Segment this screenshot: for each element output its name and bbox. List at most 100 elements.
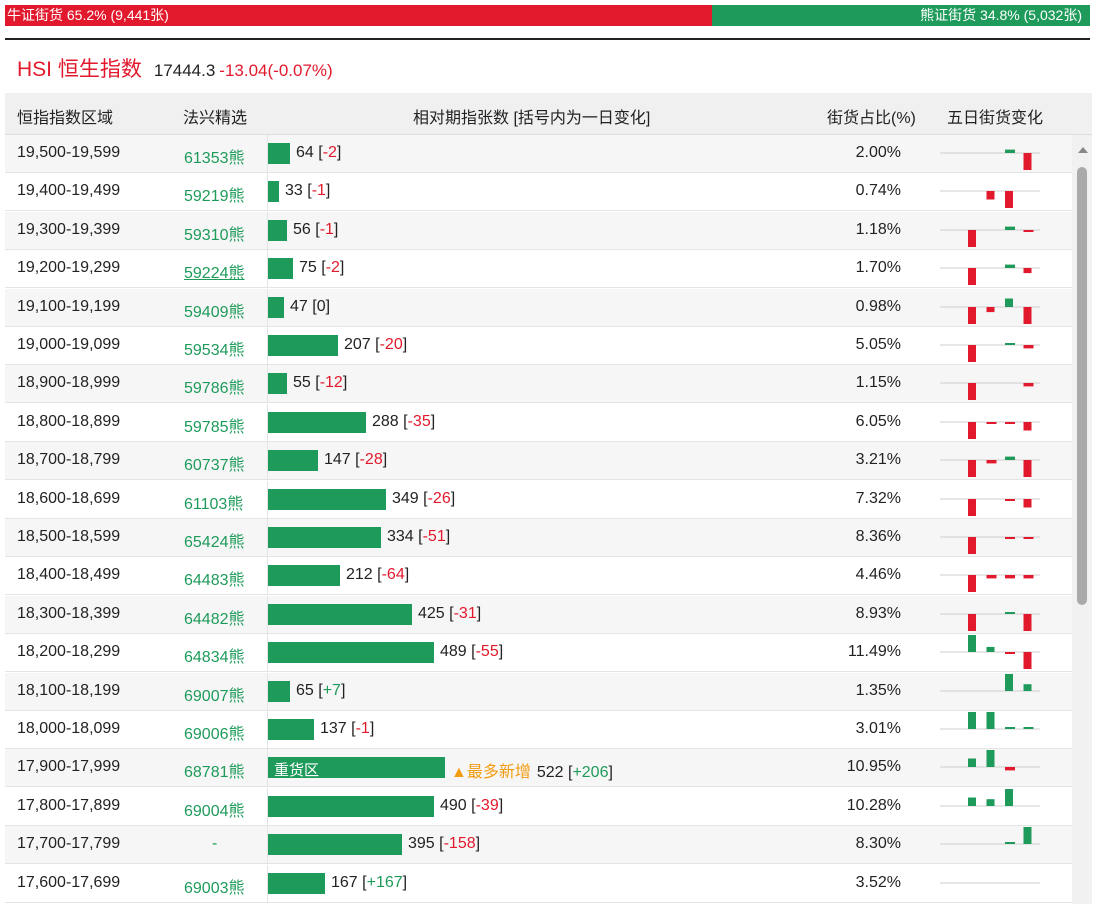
table-row: 19,300-19,399 59310熊 56 [-1] 1.18% [5,211,1072,250]
table-row: 18,400-18,499 64483熊 212 [-64] 4.46% [5,557,1072,596]
five-day-change-sparkline [940,298,1040,324]
five-day-change-sparkline [940,536,1040,554]
contract-count-bar: 重货区 [268,757,445,780]
sparkline-bar [1023,498,1032,508]
warrant-code-link[interactable]: 59786熊 [184,380,245,398]
contract-count-bar [268,373,287,395]
daily-change-value: -35 [407,412,431,430]
five-day-change-sparkline [940,882,1040,884]
bear-share-segment: 熊证街货 34.8% (5,032张) [712,5,1090,26]
sparkline-bar [1005,149,1015,153]
sparkline-bar [1023,306,1032,324]
five-day-change-sparkline [940,382,1040,401]
count-value: 47 [290,297,308,315]
count-text: 65 [+7] [296,681,346,699]
table-row: 17,600-17,699 69003熊 167 [+167] 3.52% [5,864,1072,903]
count-value: 522 [536,764,564,782]
contract-count-bar [268,834,402,856]
count-text: 137 [-1] [320,720,375,737]
warrant-code-link[interactable]: 59310熊 [184,226,245,244]
warrant-code-link[interactable]: 59409熊 [184,303,245,321]
sparkline-bar [986,191,995,200]
sparkline-bar [968,383,976,401]
header-range: 恒指指数区域 [17,110,114,127]
warrant-code-link[interactable]: 64834熊 [184,649,245,667]
daily-change-value: -158 [443,835,476,853]
warrant-code-link[interactable]: 61353熊 [184,150,245,167]
scroll-up-arrow-icon[interactable] [1078,147,1088,153]
count-text: 33 [-1] [285,182,331,200]
bull-share-segment: 牛证街货 65.2% (9,441张) [5,5,713,26]
warrant-code-link[interactable]: 60737熊 [184,457,245,475]
scrollbar[interactable] [1072,135,1092,904]
heavy-zone-label: 重货区 [274,762,320,780]
sparkline-bar [1023,421,1032,431]
five-day-change-sparkline [940,264,1040,286]
scrollbar-thumb[interactable] [1077,167,1087,605]
contract-count-bar [268,527,381,548]
warrant-code-link[interactable]: 61103熊 [184,495,244,513]
sparkline-bar [986,575,997,579]
count-text: 55 [-12] [293,374,348,392]
sparkline-bar [968,306,976,324]
warrant-code-link[interactable]: 64482熊 [184,610,245,628]
warrant-code-link[interactable]: 64483熊 [184,572,245,590]
range-cell: 18,100-18,199 [17,681,121,699]
sparkline-bar [1023,575,1034,579]
range-cell: 19,300-19,399 [17,220,121,238]
warrant-code-link[interactable]: 59224熊 [184,265,245,283]
data-table-body[interactable]: 19,500-19,599 61353熊 64 [-2] 2.00% 19,400-19… [5,135,1072,904]
index-header: HSI 恒生指数 17444.3 -13.04(-0.07%) [17,53,333,83]
sparkline-bar [1023,683,1032,691]
outstanding-share: 1.15% [855,374,901,392]
sparkline-bar [986,750,995,768]
sparkline-bar [968,421,976,439]
range-cell: 17,800-17,899 [17,796,121,814]
table-row: 18,300-18,399 64482熊 425 [-31] 8.93% [5,595,1072,634]
table-row: 17,900-17,999 68781熊 重货区 ▲最多新增 522 [+206] 10.… [5,749,1072,788]
count-text: 349 [-26] [392,489,456,507]
range-cell: 17,600-17,699 [17,873,121,891]
daily-change-value: -55 [475,643,499,661]
warrant-code-link[interactable]: 69006熊 [184,726,245,743]
outstanding-share: 3.21% [855,451,901,469]
outstanding-share: 10.95% [846,758,901,776]
warrant-code-link[interactable]: 59785熊 [184,418,245,436]
daily-change-value: +206 [572,764,609,782]
sparkline-bar [986,647,995,653]
contract-count-bar [268,296,284,318]
warrant-code-link[interactable]: 68781熊 [184,764,245,782]
outstanding-share: 11.49% [847,643,901,661]
table-row: 19,000-19,099 59534熊 207 [-20] 5.05% [5,327,1072,365]
sparkline-bar [1005,788,1013,806]
warrant-code-link[interactable]: 69003熊 [184,879,245,897]
daily-change-value: -31 [453,604,477,622]
header-five-day: 五日街货变化 [947,110,1044,127]
sparkline-bar [1005,727,1015,729]
daily-change-value: -12 [319,374,343,392]
count-text: 334 [-51] [387,528,451,545]
daily-change-value: -2 [322,144,337,161]
count-text: ▲最多新增 522 [+206] [451,764,613,782]
table-row: 18,500-18,599 65424熊 334 [-51] 8.36% [5,519,1072,557]
count-value: 489 [440,643,467,661]
sparkline-bar [1023,345,1034,349]
sparkline-bar [986,306,995,312]
warrant-code-link[interactable]: 59219熊 [184,188,245,206]
sparkline-bar [968,712,976,729]
warrant-code-link[interactable]: 65424熊 [184,534,245,551]
five-day-change-sparkline [940,149,1040,170]
sparkline-bar [1005,298,1013,307]
daily-change-value: -28 [359,451,383,469]
outstanding-share: 0.74% [855,182,901,200]
five-day-change-sparkline [940,498,1040,516]
warrant-code-link[interactable]: 69007熊 [184,687,245,705]
sparkline-bar [986,460,997,464]
warrant-code-link[interactable]: 59534熊 [184,342,245,359]
sparkline-bar [1005,767,1015,771]
count-value: 349 [392,489,419,507]
outstanding-share: 1.18% [855,220,901,238]
warrant-code-link[interactable]: 69004熊 [184,802,245,820]
range-cell: 17,900-17,999 [17,758,121,776]
count-text: 147 [-28] [324,451,388,469]
